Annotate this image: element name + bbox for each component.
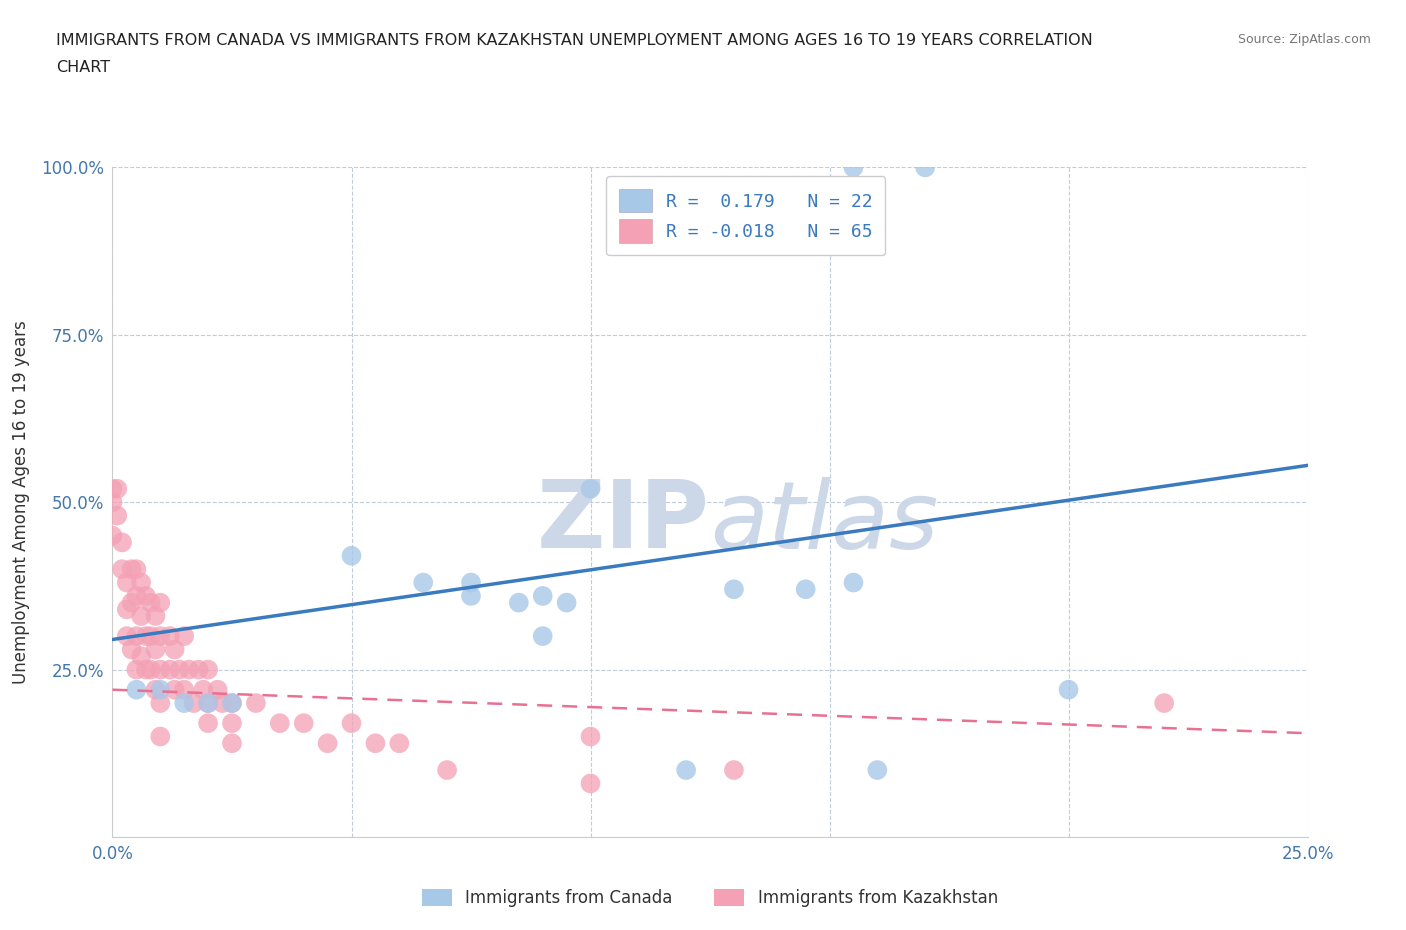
Point bbox=[842, 160, 865, 175]
Point bbox=[173, 696, 195, 711]
Point bbox=[316, 736, 339, 751]
Point bbox=[173, 629, 195, 644]
Point bbox=[866, 763, 889, 777]
Point bbox=[159, 662, 181, 677]
Point bbox=[129, 575, 152, 590]
Point bbox=[531, 629, 554, 644]
Point bbox=[149, 729, 172, 744]
Point bbox=[221, 696, 243, 711]
Point bbox=[723, 582, 745, 597]
Point bbox=[159, 629, 181, 644]
Point bbox=[211, 696, 233, 711]
Point bbox=[197, 696, 219, 711]
Point bbox=[101, 528, 124, 543]
Point bbox=[163, 642, 186, 657]
Text: atlas: atlas bbox=[710, 477, 938, 568]
Point bbox=[129, 608, 152, 623]
Point bbox=[139, 662, 162, 677]
Point bbox=[579, 776, 602, 790]
Point bbox=[129, 649, 152, 664]
Legend: Immigrants from Canada, Immigrants from Kazakhstan: Immigrants from Canada, Immigrants from … bbox=[413, 881, 1007, 916]
Point bbox=[531, 589, 554, 604]
Point bbox=[105, 508, 128, 523]
Text: IMMIGRANTS FROM CANADA VS IMMIGRANTS FROM KAZAKHSTAN UNEMPLOYMENT AMONG AGES 16 : IMMIGRANTS FROM CANADA VS IMMIGRANTS FRO… bbox=[56, 33, 1092, 47]
Point bbox=[163, 683, 186, 698]
Point bbox=[149, 696, 172, 711]
Text: ZIP: ZIP bbox=[537, 476, 710, 568]
Point bbox=[193, 683, 215, 698]
Point bbox=[197, 662, 219, 677]
Point bbox=[121, 642, 143, 657]
Point bbox=[187, 662, 209, 677]
Point bbox=[145, 608, 167, 623]
Point bbox=[125, 562, 148, 577]
Point bbox=[207, 683, 229, 698]
Point bbox=[169, 662, 191, 677]
Point bbox=[135, 629, 157, 644]
Point bbox=[340, 549, 363, 564]
Point bbox=[1057, 683, 1080, 698]
Point bbox=[115, 602, 138, 617]
Point bbox=[508, 595, 530, 610]
Point bbox=[579, 729, 602, 744]
Point bbox=[723, 763, 745, 777]
Point bbox=[111, 562, 134, 577]
Point bbox=[135, 662, 157, 677]
Point bbox=[221, 736, 243, 751]
Y-axis label: Unemployment Among Ages 16 to 19 years: Unemployment Among Ages 16 to 19 years bbox=[13, 320, 30, 684]
Text: Source: ZipAtlas.com: Source: ZipAtlas.com bbox=[1237, 33, 1371, 46]
Point bbox=[1153, 696, 1175, 711]
Point bbox=[269, 716, 291, 731]
Point bbox=[145, 642, 167, 657]
Point bbox=[436, 763, 458, 777]
Point bbox=[149, 629, 172, 644]
Point bbox=[125, 683, 148, 698]
Point bbox=[173, 683, 195, 698]
Point bbox=[292, 716, 315, 731]
Point bbox=[245, 696, 267, 711]
Point bbox=[842, 575, 865, 590]
Point bbox=[125, 589, 148, 604]
Point bbox=[139, 595, 162, 610]
Point bbox=[115, 629, 138, 644]
Point bbox=[149, 662, 172, 677]
Point bbox=[177, 662, 200, 677]
Point bbox=[579, 482, 602, 497]
Point bbox=[183, 696, 205, 711]
Point bbox=[135, 589, 157, 604]
Point bbox=[555, 595, 578, 610]
Point bbox=[794, 582, 817, 597]
Point bbox=[675, 763, 697, 777]
Point bbox=[149, 683, 172, 698]
Text: CHART: CHART bbox=[56, 60, 110, 75]
Point bbox=[121, 595, 143, 610]
Point bbox=[221, 716, 243, 731]
Point bbox=[105, 482, 128, 497]
Point bbox=[412, 575, 434, 590]
Point bbox=[221, 696, 243, 711]
Point bbox=[364, 736, 387, 751]
Point bbox=[340, 716, 363, 731]
Point bbox=[197, 716, 219, 731]
Point bbox=[145, 683, 167, 698]
Point bbox=[914, 160, 936, 175]
Point bbox=[139, 629, 162, 644]
Point bbox=[149, 595, 172, 610]
Point bbox=[125, 629, 148, 644]
Point bbox=[101, 495, 124, 510]
Point bbox=[101, 482, 124, 497]
Point bbox=[388, 736, 411, 751]
Point bbox=[460, 589, 482, 604]
Point bbox=[115, 575, 138, 590]
Point bbox=[197, 696, 219, 711]
Point bbox=[460, 575, 482, 590]
Point bbox=[121, 562, 143, 577]
Point bbox=[125, 662, 148, 677]
Point bbox=[111, 535, 134, 550]
